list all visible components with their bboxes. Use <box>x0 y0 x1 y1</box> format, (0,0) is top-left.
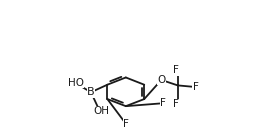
Text: HO: HO <box>68 78 84 88</box>
Text: F: F <box>123 119 129 129</box>
Text: OH: OH <box>93 106 109 116</box>
Text: F: F <box>161 98 166 108</box>
Text: O: O <box>157 75 165 85</box>
Text: F: F <box>173 99 179 109</box>
Text: F: F <box>173 65 179 75</box>
Text: B: B <box>87 87 95 97</box>
Text: F: F <box>192 82 198 92</box>
